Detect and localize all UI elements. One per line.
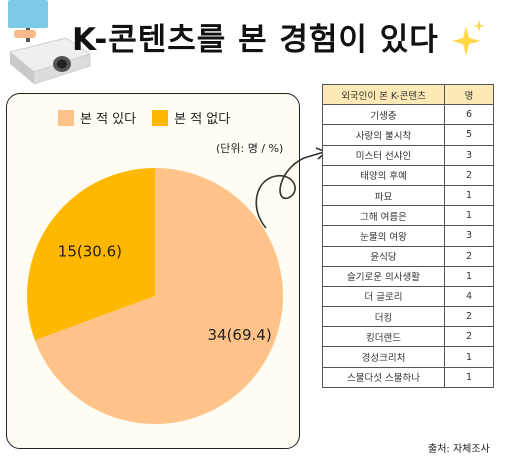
curved-arrow-icon [255,147,328,229]
sparkle-icon [452,20,485,56]
table-cell-count: 2 [444,164,494,186]
pie-slice-yes [34,168,284,424]
kcontent-table: 외국인이 본 K-콘텐츠 명 기생충 6 사랑의 불시착 5 미스터 선샤인 3 태양의 후… [322,83,494,388]
table-row: 미스터 선샤인 3 [322,144,494,166]
table-cell-count: 2 [444,326,494,348]
pie-chart: 34(69.4) 15(30.6) [26,168,284,424]
table-cell-count: 2 [444,306,494,328]
table-row: 킹더랜드 2 [322,326,494,348]
legend-label-no: 본 적 없다 [174,112,231,127]
chart-legend: 본 적 있다 본 적 없다 [58,108,240,127]
table-cell-title: 킹더랜드 [322,326,445,348]
table-cell-count: 1 [444,265,494,287]
table-cell-title: 기생충 [322,104,445,126]
table-cell-title: 스물다섯 스물하나 [322,366,445,388]
table-cell-title: 사랑의 불시착 [322,124,445,146]
table-cell-title: 그해 여름은 [322,205,445,227]
legend-swatch-no [152,109,169,126]
unit-note: (단위: 명 / %) [216,142,284,155]
table-cell-title: 슬기로운 의사생활 [322,265,445,287]
pie-label-yes: 34(69.4) [207,326,271,344]
table-row: 파묘 1 [322,184,494,207]
table-cell-count: 2 [444,245,494,267]
pie-label-no: 15(30.6) [58,243,122,261]
table-row: 경성크리처 1 [322,346,494,368]
table-cell-count: 6 [444,104,494,126]
table-cell-count: 3 [444,225,494,247]
table-cell-title: 파묘 [322,184,445,207]
table-row: 그해 여름은 1 [322,205,494,227]
table-cell-title: 더 글로리 [322,285,445,308]
table-row: 사랑의 불시착 5 [322,124,494,146]
table-cell-title: 윤식당 [322,245,445,267]
page-title: K-콘텐츠를 본 경험이 있다 [72,22,439,58]
table-cell-count: 1 [444,366,494,388]
source-note: 출처: 자체조사 [428,444,490,455]
table-header-count: 명 [444,83,494,106]
table-cell-count: 4 [444,285,494,308]
legend-item-no: 본 적 없다 [152,108,230,127]
table-row: 더 글로리 4 [322,285,494,308]
legend-swatch-yes [58,109,74,126]
table-cell-title: 경성크리처 [322,346,445,368]
table-cell-count: 1 [444,346,494,368]
table-cell-title: 태양의 후예 [322,164,445,186]
legend-item-yes: 본 적 있다 [58,108,136,127]
table-header-title: 외국인이 본 K-콘텐츠 [322,83,445,106]
table-row: 윤식당 2 [322,245,494,267]
table-row: 더킹 2 [322,306,494,328]
table-cell-count: 5 [444,124,494,146]
table-cell-count: 1 [444,184,494,207]
table-row: 슬기로운 의사생활 1 [322,265,494,287]
pie-slice-no [26,168,156,341]
legend-label-yes: 본 적 있다 [80,112,137,127]
table-row: 기생충 6 [322,104,494,126]
table-cell-title: 더킹 [322,306,445,328]
table-cell-count: 3 [444,144,494,166]
table-cell-title: 미스터 선샤인 [322,144,445,166]
table-header-row: 외국인이 본 K-콘텐츠 명 [322,83,494,106]
table-row: 눈물의 여왕 3 [322,225,494,247]
table-row: 태양의 후예 2 [322,164,494,186]
table-row: 스물다섯 스물하나 1 [322,366,494,388]
table-cell-count: 1 [444,205,494,227]
screen-icon [8,0,48,28]
table-cell-title: 눈물의 여왕 [322,225,445,247]
projector-illustration [8,0,92,85]
